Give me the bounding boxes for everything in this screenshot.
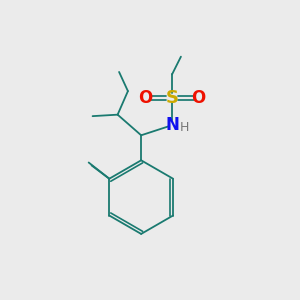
Text: H: H xyxy=(180,122,189,134)
Text: N: N xyxy=(165,116,179,134)
Text: O: O xyxy=(191,89,206,107)
Text: S: S xyxy=(166,89,178,107)
Text: O: O xyxy=(139,89,153,107)
